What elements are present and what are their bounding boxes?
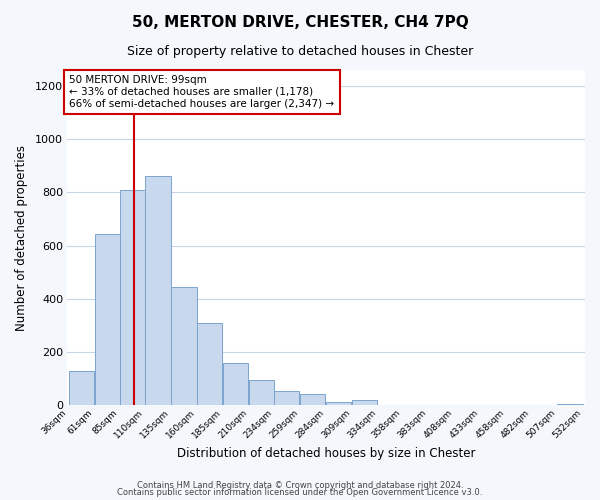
Bar xyxy=(197,322,223,405)
Bar xyxy=(119,190,145,405)
Bar xyxy=(326,402,351,405)
Bar xyxy=(352,400,377,405)
Text: Contains public sector information licensed under the Open Government Licence v3: Contains public sector information licen… xyxy=(118,488,482,497)
Bar xyxy=(249,380,274,405)
Bar xyxy=(274,392,299,405)
X-axis label: Distribution of detached houses by size in Chester: Distribution of detached houses by size … xyxy=(177,447,475,460)
Bar xyxy=(300,394,325,405)
Bar xyxy=(68,370,94,405)
Text: Size of property relative to detached houses in Chester: Size of property relative to detached ho… xyxy=(127,45,473,58)
Bar xyxy=(145,176,170,405)
Bar xyxy=(557,404,583,405)
Text: 50 MERTON DRIVE: 99sqm
← 33% of detached houses are smaller (1,178)
66% of semi-: 50 MERTON DRIVE: 99sqm ← 33% of detached… xyxy=(70,76,334,108)
Bar xyxy=(223,363,248,405)
Y-axis label: Number of detached properties: Number of detached properties xyxy=(15,144,28,330)
Text: 50, MERTON DRIVE, CHESTER, CH4 7PQ: 50, MERTON DRIVE, CHESTER, CH4 7PQ xyxy=(131,15,469,30)
Text: Contains HM Land Registry data © Crown copyright and database right 2024.: Contains HM Land Registry data © Crown c… xyxy=(137,480,463,490)
Bar xyxy=(95,234,120,405)
Bar xyxy=(172,287,197,405)
